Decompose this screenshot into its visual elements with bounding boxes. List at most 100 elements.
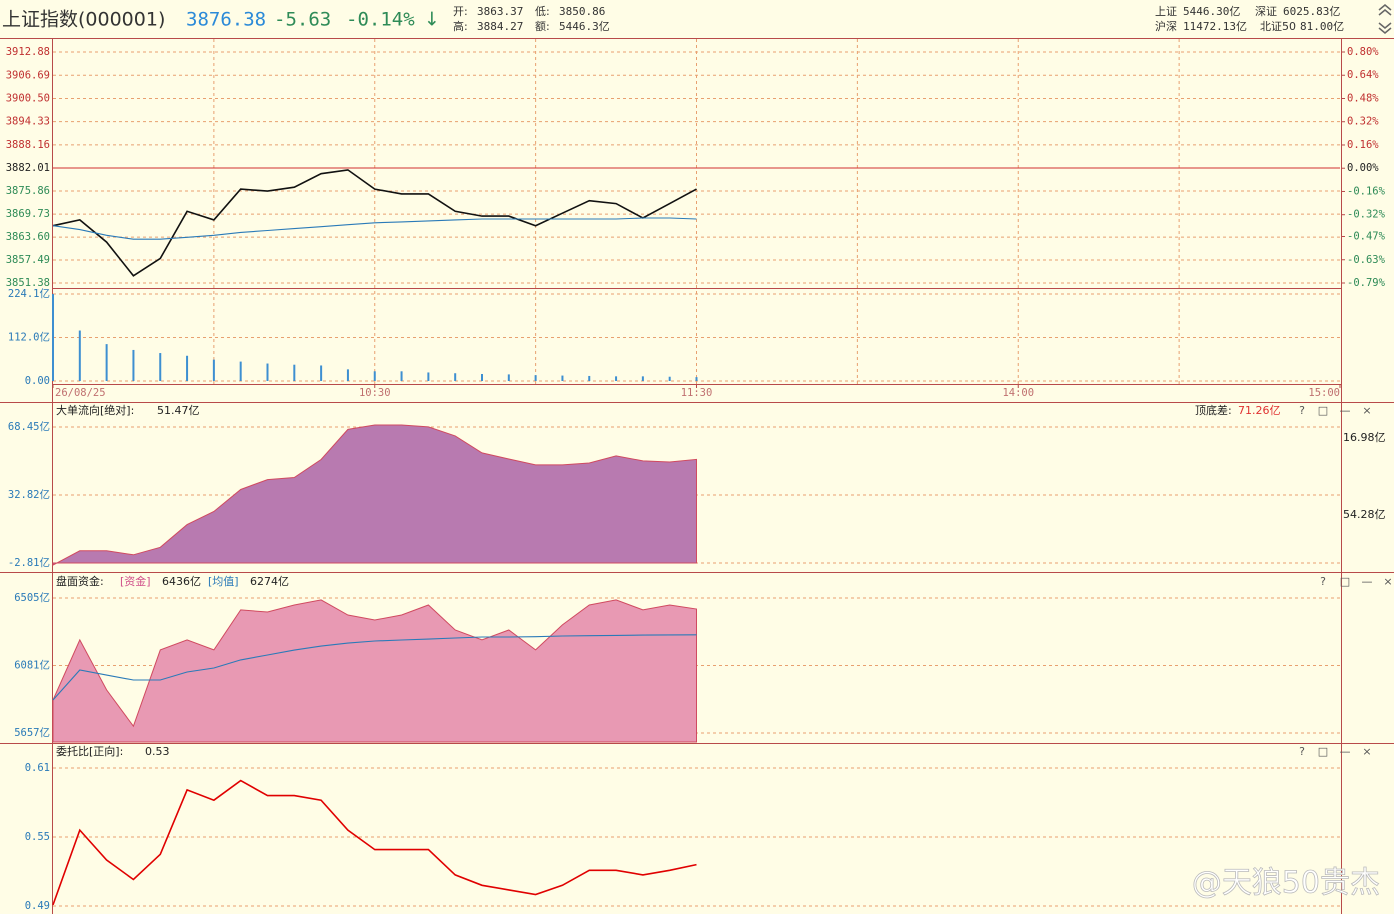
window-control[interactable]: □ xyxy=(1318,404,1328,417)
volume-bar xyxy=(212,359,215,381)
annotation: 71.26亿 xyxy=(1238,404,1281,417)
y-tick-label: 0.61 xyxy=(25,762,50,774)
area xyxy=(52,424,697,566)
market-amount: 11472.13亿 xyxy=(1183,20,1247,33)
annotation: 51.47亿 xyxy=(157,404,200,417)
market-amount: 6025.83亿 xyxy=(1283,5,1340,18)
window-control[interactable]: × xyxy=(1362,404,1371,417)
volume-bar xyxy=(293,364,296,381)
market-name: 深证 xyxy=(1255,5,1277,18)
window-control[interactable]: ? xyxy=(1320,575,1326,588)
volume-bar xyxy=(561,375,564,381)
y2-tick-label: -0.79% xyxy=(1347,277,1386,289)
panel-title: 大单流向[绝对]: xyxy=(56,403,134,417)
window-control[interactable]: — xyxy=(1362,575,1373,588)
x-tick-label: 14:00 xyxy=(1002,387,1034,399)
window-control[interactable]: — xyxy=(1340,745,1351,758)
y2-tick-label: 0.00% xyxy=(1347,162,1379,174)
volume-bar xyxy=(427,372,430,381)
volume-bar xyxy=(186,355,189,381)
y2-tick-label: -0.16% xyxy=(1347,185,1386,197)
market-amount: 81.00亿 xyxy=(1300,20,1344,33)
legend-label: [资金] xyxy=(120,574,151,588)
x-tick-label: 15:00 xyxy=(1308,387,1340,399)
y-tick-label: -2.81亿 xyxy=(8,556,50,569)
scroll-icon[interactable] xyxy=(1378,4,1392,34)
window-control[interactable]: ? xyxy=(1299,745,1305,758)
area xyxy=(52,599,697,743)
y-tick-label: 6505亿 xyxy=(14,591,50,604)
volume-bar xyxy=(373,371,376,381)
legend-label: [均值] xyxy=(208,575,239,588)
line xyxy=(52,634,697,701)
y2-tick-label: 0.16% xyxy=(1347,139,1379,151)
volume-bar xyxy=(481,374,483,381)
y-tick-label: 112.0亿 xyxy=(8,331,50,344)
volume-bar xyxy=(695,377,698,381)
volume-bar xyxy=(668,376,671,381)
window-control[interactable]: × xyxy=(1383,575,1392,588)
y-tick-label: 0.55 xyxy=(25,831,50,843)
volume-bar xyxy=(52,294,54,381)
annotation: 16.98亿 xyxy=(1343,431,1386,444)
price: 3876.38 xyxy=(186,9,266,31)
volume-bar xyxy=(534,375,537,381)
line xyxy=(52,217,697,240)
low: 3850.86 xyxy=(559,5,605,18)
window-control[interactable]: □ xyxy=(1340,575,1350,588)
volume-bar xyxy=(239,361,242,381)
y-tick-label: 3851.38 xyxy=(6,277,50,289)
open: 3863.37 xyxy=(477,5,523,18)
index-name: 上证指数(000001) xyxy=(2,9,165,31)
y-tick-label: 0.49 xyxy=(25,900,50,912)
window-control[interactable]: — xyxy=(1340,404,1351,417)
volume-bar xyxy=(105,344,108,381)
y-tick-label: 5657亿 xyxy=(14,726,50,739)
y-tick-label: 0.00 xyxy=(25,375,50,387)
y2-tick-label: -0.47% xyxy=(1347,231,1386,243)
annotation: 顶底差: xyxy=(1195,403,1232,417)
panel-title: 盘面资金: xyxy=(56,574,104,588)
low-label: 低: xyxy=(535,5,550,18)
market-name: 沪深 xyxy=(1155,19,1177,33)
y-tick-label: 3857.49 xyxy=(6,254,50,266)
y2-tick-label: 0.48% xyxy=(1347,92,1379,104)
window-control[interactable]: × xyxy=(1362,745,1371,758)
volume-bar xyxy=(641,376,644,381)
legend-value: 6436亿 xyxy=(162,575,201,588)
watermark: @天狼50贵杰 xyxy=(1192,866,1380,901)
y-tick-label: 3863.60 xyxy=(6,231,50,243)
volume-bar xyxy=(346,369,349,381)
y-tick-label: 3869.73 xyxy=(6,208,50,220)
volume-bar xyxy=(78,330,81,381)
window-control[interactable]: ? xyxy=(1299,404,1305,417)
y-tick-label: 3875.86 xyxy=(6,185,50,197)
change: -5.63 xyxy=(274,9,331,31)
amount-label: 额: xyxy=(535,20,550,33)
change-pct: -0.14% xyxy=(346,9,415,31)
y2-tick-label: -0.63% xyxy=(1347,254,1386,266)
volume-bar xyxy=(400,371,403,381)
volume-bar xyxy=(615,376,618,381)
window-control[interactable]: □ xyxy=(1318,745,1328,758)
y-tick-label: 3894.33 xyxy=(6,116,50,128)
market-amount: 5446.30亿 xyxy=(1183,5,1240,18)
market-name: 上证 xyxy=(1155,5,1177,18)
volume-bar xyxy=(507,374,510,381)
panel-title: 委托比[正向]: xyxy=(56,744,123,758)
y-tick-label: 32.82亿 xyxy=(8,488,50,501)
y2-tick-label: 0.64% xyxy=(1347,69,1379,81)
x-tick-label: 10:30 xyxy=(359,387,391,399)
volume-bar xyxy=(320,365,323,381)
amount: 5446.3亿 xyxy=(559,20,610,33)
y2-tick-label: 0.32% xyxy=(1347,116,1379,128)
line xyxy=(52,779,697,906)
high-label: 高: xyxy=(453,19,468,33)
volume-bar xyxy=(588,375,591,381)
y-tick-label: 3906.69 xyxy=(6,69,50,81)
y-tick-label: 68.45亿 xyxy=(8,420,50,433)
legend-value: 6274亿 xyxy=(250,575,289,588)
